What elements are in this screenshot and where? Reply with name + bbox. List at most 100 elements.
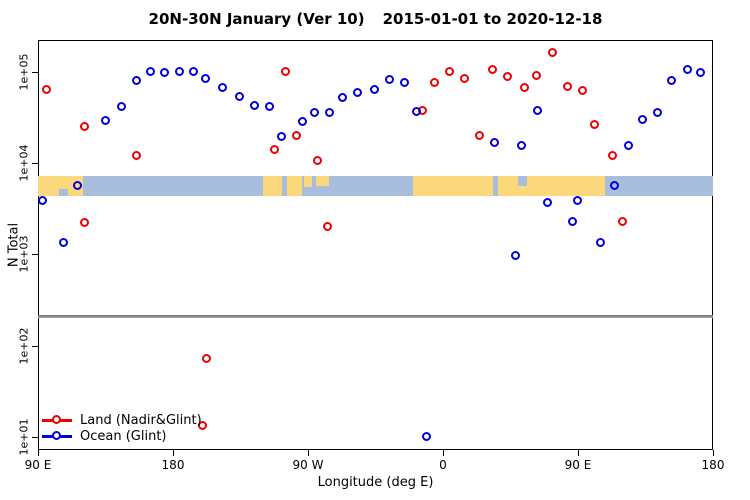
x-tick <box>713 450 714 456</box>
y-tick <box>32 254 38 256</box>
map-band-land-segment <box>263 176 282 196</box>
data-point-ocean <box>567 217 577 227</box>
data-point-ocean <box>160 68 170 78</box>
data-point-ocean <box>72 181 82 191</box>
data-point-land <box>488 65 498 75</box>
data-point-land <box>578 85 588 95</box>
map-band-land-segment <box>38 176 83 196</box>
data-point-ocean <box>310 108 320 118</box>
data-point-ocean <box>682 65 692 75</box>
data-point-ocean <box>217 82 227 92</box>
y-tick <box>32 163 38 165</box>
data-point-ocean <box>325 108 335 118</box>
x-tick <box>308 450 309 456</box>
data-point-ocean <box>421 431 431 441</box>
data-point-ocean <box>265 102 275 112</box>
data-point-land <box>563 81 573 91</box>
x-tick <box>38 450 39 456</box>
data-point-land <box>520 83 530 93</box>
land-series-symbol <box>42 415 72 425</box>
data-point-land <box>503 71 513 81</box>
y-tick <box>32 72 38 73</box>
data-point-land <box>79 121 89 131</box>
data-point-ocean <box>132 75 141 85</box>
data-point-ocean <box>411 106 421 116</box>
y-axis-title: N Total <box>6 222 22 268</box>
data-point-land <box>270 144 279 154</box>
data-point-ocean <box>652 108 662 118</box>
legend-item-land: Land (Nadir&Glint) <box>42 412 202 428</box>
y-tick-label: 1e+05 <box>17 53 31 91</box>
data-point-ocean <box>638 115 648 125</box>
data-point-ocean <box>276 131 286 141</box>
data-point-land <box>531 70 541 80</box>
data-point-ocean <box>667 75 677 85</box>
data-point-land <box>445 67 455 76</box>
y-tick <box>32 345 38 347</box>
threshold-line <box>38 314 713 318</box>
legend-item-ocean: Ocean (Glint) <box>42 428 202 444</box>
data-point-ocean <box>696 67 705 77</box>
x-tick-label: 90 E <box>24 458 52 472</box>
map-band-land-segment <box>497 176 605 196</box>
data-point-land <box>475 130 485 140</box>
data-point-ocean <box>610 181 620 191</box>
x-axis-title: Longitude (deg E) <box>317 475 434 490</box>
data-point-ocean <box>490 138 500 148</box>
y-tick-label: 1e+02 <box>17 327 31 365</box>
data-point-ocean <box>298 117 308 127</box>
y-tick-label: 1e+01 <box>17 418 31 456</box>
data-point-ocean <box>543 198 553 208</box>
data-point-ocean <box>189 67 198 76</box>
y-tick <box>32 436 38 438</box>
data-point-ocean <box>572 196 582 205</box>
data-point-ocean <box>595 237 605 247</box>
data-point-land <box>198 421 208 431</box>
data-point-land <box>322 221 332 231</box>
data-point-ocean <box>385 75 395 85</box>
data-point-ocean <box>353 87 363 97</box>
x-tick-label: 90 W <box>292 458 324 472</box>
data-point-land <box>608 150 618 160</box>
data-point-ocean <box>100 116 110 126</box>
legend-label-ocean: Ocean (Glint) <box>80 428 167 444</box>
x-tick <box>443 450 444 456</box>
data-point-land <box>291 130 301 140</box>
map-band-land-segment <box>287 176 302 196</box>
data-point-ocean <box>624 140 633 150</box>
data-point-ocean <box>59 237 69 247</box>
data-point-land <box>42 85 51 95</box>
data-point-land <box>132 150 141 160</box>
ocean-legend-circle-icon <box>52 431 61 440</box>
map-band-land-segment <box>304 176 312 187</box>
data-point-land <box>430 77 440 87</box>
data-point-land <box>589 120 599 130</box>
map-band-water-notch <box>518 176 527 186</box>
data-point-land <box>460 74 470 84</box>
data-point-ocean <box>37 196 47 205</box>
x-tick-label: 0 <box>439 458 447 472</box>
data-point-ocean <box>533 106 543 116</box>
chart-title-region: 20N-30N January (Ver 10) <box>148 10 365 28</box>
data-point-ocean <box>235 92 245 102</box>
ocean-series-symbol <box>42 431 72 441</box>
x-tick <box>173 450 174 456</box>
data-point-ocean <box>370 85 380 95</box>
legend: Land (Nadir&Glint) Ocean (Glint) <box>42 412 202 444</box>
x-tick <box>578 450 579 456</box>
x-tick-label: 180 <box>161 458 185 472</box>
data-point-land <box>548 48 558 58</box>
legend-label-land: Land (Nadir&Glint) <box>80 412 202 428</box>
chart-title: 20N-30N January (Ver 10) 2015-01-01 to 20… <box>38 10 713 28</box>
data-point-ocean <box>145 67 155 76</box>
map-band-water-notch <box>59 189 68 196</box>
data-point-ocean <box>250 101 260 111</box>
data-point-ocean <box>117 102 126 112</box>
map-band-land-segment <box>413 176 493 196</box>
x-tick-label: 180 <box>701 458 725 472</box>
data-point-ocean <box>516 140 526 150</box>
x-tick-label: 90 E <box>564 458 592 472</box>
data-point-ocean <box>400 77 410 87</box>
data-point-land <box>313 156 323 166</box>
